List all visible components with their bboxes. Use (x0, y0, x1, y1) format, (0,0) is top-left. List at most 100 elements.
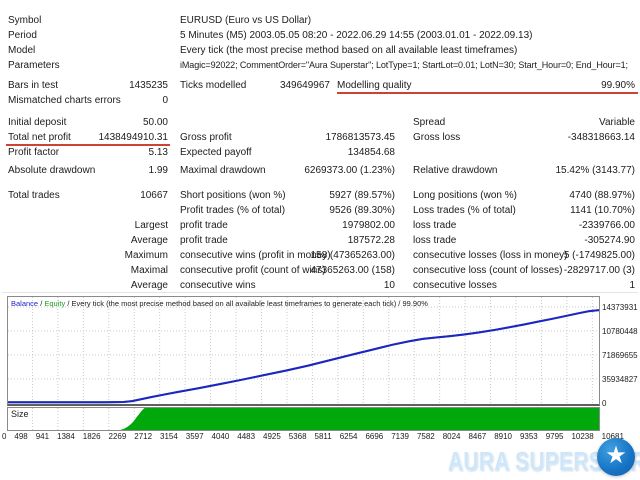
report-row-maximal: Maximal consecutive profit (count of win… (0, 264, 640, 277)
report-row-profittrades: Profit trades (% of total) 9526 (89.30%) … (0, 204, 640, 217)
total-net-profit-value: 1438494910.31 (98, 132, 168, 143)
long-positions-label: Long positions (won %) (413, 190, 517, 201)
largest-profit-trade-value: 1979802.00 (342, 220, 395, 231)
y-tick-label: 0 (602, 399, 607, 408)
avg-cons-label: Average (130, 280, 168, 291)
report-row-model: Model Every tick (the most precise metho… (0, 44, 640, 57)
short-positions-label: Short positions (won %) (180, 190, 286, 201)
loss-trades-value: 1141 (10.70%) (570, 205, 635, 216)
gross-profit-label: Gross profit (180, 132, 232, 143)
modelling-quality-label: Modelling quality (337, 80, 412, 91)
size-chart: Size (7, 407, 600, 431)
x-tick-label: 0 (2, 432, 7, 441)
x-tick-label: 8910 (494, 432, 512, 441)
legend-separator: / (38, 299, 45, 308)
long-positions-value: 4740 (88.97%) (569, 190, 635, 201)
x-tick-label: 9795 (545, 432, 564, 441)
x-tick-label: 3597 (185, 432, 204, 441)
x-tick-label: 1384 (57, 432, 75, 441)
max-consecutive-losses-label: consecutive losses (loss in money) (413, 250, 568, 261)
mismatched-errors-value: 0 (162, 95, 168, 106)
x-tick-label: 10238 (571, 432, 594, 441)
report-row-trades: Total trades 10667 Short positions (won %… (0, 189, 640, 202)
gross-loss-value: -348318663.14 (567, 132, 635, 143)
parameters-value: iMagic=92022; CommentOrder="Aura Superst… (180, 60, 628, 70)
x-tick-label: 6696 (365, 432, 384, 441)
average-label: Average (130, 235, 168, 246)
mismatched-errors-label: Mismatched charts errors (8, 95, 121, 106)
initial-deposit-label: Initial deposit (8, 117, 67, 128)
legend-balance: Balance (11, 299, 39, 308)
x-tick-label: 4040 (211, 432, 230, 441)
maximal-consecutive-loss-value: -2829717.00 (3) (563, 265, 635, 276)
symbol-label: Symbol (8, 15, 42, 26)
maximal-drawdown-value: 6269373.00 (1.23%) (304, 165, 395, 176)
x-tick-label: 2712 (134, 432, 153, 441)
x-tick-label: 498 (14, 432, 28, 441)
x-axis-labels: 0 498 941 1384 1826 2269 2712 3154 3597 4040 4483 4… (2, 432, 624, 441)
profit-factor-label: Profit factor (8, 147, 60, 158)
x-tick-label: 4925 (263, 432, 281, 441)
legend-equity: Equity (44, 299, 66, 308)
period-label: Period (8, 30, 37, 41)
ticks-modelled-value: 349649967 (279, 80, 330, 91)
largest-profit-trade-label: profit trade (180, 220, 228, 231)
loss-trades-label: Loss trades (% of total) (413, 205, 516, 216)
maximal-label: Maximal (130, 265, 168, 276)
x-tick-label: 1826 (82, 432, 101, 441)
max-consecutive-losses-value: 5 (-1749825.00) (563, 250, 635, 261)
model-value: Every tick (the most precise method base… (180, 45, 518, 56)
report-row-mismatched: Mismatched charts errors 0 (0, 94, 640, 107)
report-row-avgcons: Average consecutive wins 10 consecutive l… (0, 279, 640, 292)
bars-in-test-label: Bars in test (8, 80, 59, 91)
bars-in-test-value: 1435235 (129, 80, 168, 91)
total-net-profit-underline (6, 144, 170, 146)
avg-consecutive-wins-label: consecutive wins (180, 280, 256, 291)
maximal-consecutive-profit-label: consecutive profit (count of wins) (180, 265, 326, 276)
spread-label: Spread (413, 117, 446, 128)
maximum-label: Maximum (124, 250, 168, 261)
report-row-average: Average profit trade 187572.28 loss trade… (0, 234, 640, 247)
relative-drawdown-value: 15.42% (3143.77) (555, 165, 635, 176)
x-tick-label: 10681 (601, 432, 624, 441)
section-divider (2, 292, 638, 293)
modelling-quality-underline (337, 92, 638, 94)
legend-description: / Every tick (the most precise method ba… (65, 299, 428, 308)
report-row-profitfactor: Profit factor 5.13 Expected payoff 134854.… (0, 146, 640, 159)
x-tick-label: 8467 (468, 432, 487, 441)
y-tick-label: 10780448 (602, 327, 638, 336)
size-chart-label: Size (11, 409, 29, 419)
profit-trades-label: Profit trades (% of total) (180, 205, 286, 216)
parameters-label: Parameters (8, 60, 60, 71)
report-row-symbol: Symbol EURUSD (Euro vs US Dollar) (0, 14, 640, 27)
y-tick-label: 14373931 (602, 303, 638, 312)
average-profit-trade-value: 187572.28 (347, 235, 395, 246)
absolute-drawdown-label: Absolute drawdown (8, 165, 96, 176)
y-tick-label: 35934827 (602, 375, 638, 384)
average-loss-trade-value: -305274.90 (584, 235, 635, 246)
profit-factor-value: 5.13 (148, 147, 168, 158)
report-row-largest: Largest profit trade 1979802.00 loss trad… (0, 219, 640, 232)
x-tick-label: 2269 (108, 432, 127, 441)
avg-consecutive-wins-value: 10 (383, 280, 395, 291)
size-chart-plot (31, 408, 599, 430)
ticks-modelled-label: Ticks modelled (180, 80, 247, 91)
short-positions-value: 5927 (89.57%) (329, 190, 395, 201)
avg-consecutive-losses-value: 1 (629, 280, 635, 291)
x-tick-label: 941 (35, 432, 50, 441)
x-tick-label: 5811 (314, 432, 332, 441)
average-loss-trade-label: loss trade (413, 235, 457, 246)
largest-label: Largest (134, 220, 168, 231)
report-row-parameters: Parameters iMagic=92022; CommentOrder="A… (0, 59, 640, 72)
largest-loss-trade-value: -2339766.00 (578, 220, 635, 231)
report-row-netprofit: Total net profit 1438494910.31 Gross prof… (0, 131, 640, 144)
max-consecutive-wins-label: consecutive wins (profit in money) (180, 250, 331, 261)
period-value: 5 Minutes (M5) 2003.05.05 08:20 - 2022.0… (180, 30, 533, 41)
report-row-bars: Bars in test 1435235 Ticks modelled 349649… (0, 79, 640, 92)
maximal-consecutive-profit-value: 47365263.00 (158) (310, 265, 395, 276)
report-row-absdd: Absolute drawdown 1.99 Maximal drawdown 62… (0, 164, 640, 177)
parameters-cell: Parameters (8, 59, 168, 72)
average-profit-trade-label: profit trade (180, 235, 228, 246)
chart-legend: Balance / Equity / Every tick (the most … (11, 299, 428, 308)
report-row-period: Period 5 Minutes (M5) 2003.05.05 08:20 -… (0, 29, 640, 42)
